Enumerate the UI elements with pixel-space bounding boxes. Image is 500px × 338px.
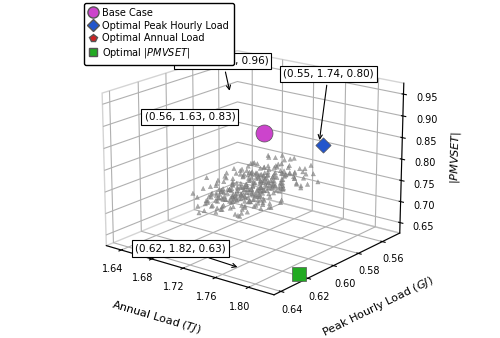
Text: (0.55, 1.74, 0.80): (0.55, 1.74, 0.80) [283,69,374,139]
Y-axis label: Peak Hourly Load $(GJ)$: Peak Hourly Load $(GJ)$ [320,273,436,338]
X-axis label: Annual Load $(TJ)$: Annual Load $(TJ)$ [110,297,202,337]
Text: (0.56, 1.63, 0.83): (0.56, 1.63, 0.83) [144,112,236,122]
Legend: Base Case, Optimal Peak Hourly Load, Optimal Annual Load, Optimal $|PMVSET|$: Base Case, Optimal Peak Hourly Load, Opt… [84,3,234,65]
Text: (0.64, 1.81, 0.96): (0.64, 1.81, 0.96) [178,56,268,90]
Text: (0.62, 1.82, 0.63): (0.62, 1.82, 0.63) [134,243,236,267]
